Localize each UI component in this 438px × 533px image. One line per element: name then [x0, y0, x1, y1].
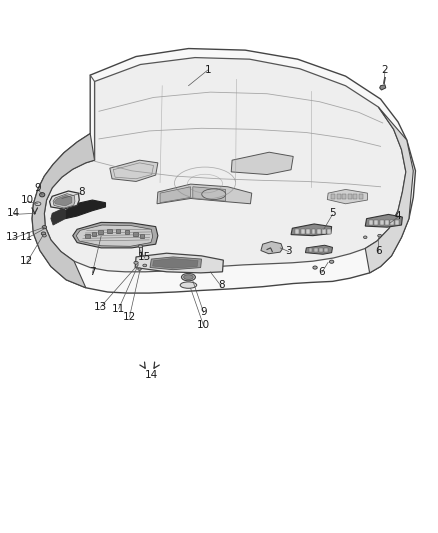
- Bar: [134, 232, 138, 236]
- Text: 1: 1: [205, 65, 212, 75]
- Polygon shape: [380, 85, 386, 90]
- Text: 6: 6: [318, 267, 325, 277]
- Polygon shape: [135, 253, 223, 273]
- Bar: [85, 234, 90, 238]
- Ellipse shape: [184, 274, 193, 279]
- Bar: [342, 194, 346, 199]
- Bar: [322, 229, 326, 234]
- Polygon shape: [150, 257, 201, 270]
- Ellipse shape: [138, 268, 141, 270]
- Bar: [324, 248, 328, 252]
- Polygon shape: [51, 208, 65, 225]
- Polygon shape: [76, 225, 152, 246]
- Text: 14: 14: [145, 370, 158, 381]
- Ellipse shape: [378, 235, 381, 237]
- Bar: [331, 194, 335, 199]
- Ellipse shape: [35, 202, 41, 206]
- Bar: [396, 220, 399, 225]
- Text: 13: 13: [94, 302, 107, 312]
- Bar: [125, 230, 129, 234]
- Text: 7: 7: [89, 267, 95, 277]
- Ellipse shape: [313, 266, 317, 269]
- Polygon shape: [365, 214, 403, 227]
- Ellipse shape: [143, 264, 147, 266]
- Bar: [139, 246, 142, 255]
- Text: 3: 3: [286, 246, 292, 255]
- Text: 10: 10: [197, 320, 210, 330]
- Bar: [390, 220, 394, 225]
- Bar: [348, 194, 352, 199]
- Ellipse shape: [180, 282, 197, 288]
- Polygon shape: [193, 187, 226, 201]
- Polygon shape: [73, 222, 158, 248]
- Text: 12: 12: [123, 312, 136, 322]
- Polygon shape: [65, 200, 106, 219]
- Bar: [327, 229, 331, 234]
- Ellipse shape: [41, 232, 46, 235]
- Polygon shape: [231, 152, 293, 174]
- Bar: [301, 229, 305, 234]
- Ellipse shape: [181, 273, 195, 281]
- Text: 9: 9: [201, 306, 207, 317]
- Text: 10: 10: [20, 195, 33, 205]
- Bar: [99, 230, 103, 234]
- Bar: [295, 229, 299, 234]
- Text: 15: 15: [138, 252, 152, 262]
- Bar: [353, 194, 357, 199]
- Polygon shape: [291, 224, 332, 236]
- Bar: [306, 229, 310, 234]
- Text: 2: 2: [381, 65, 388, 75]
- Polygon shape: [49, 191, 79, 209]
- Text: 6: 6: [375, 246, 381, 255]
- Text: 13: 13: [6, 232, 20, 243]
- Polygon shape: [110, 160, 158, 181]
- Bar: [385, 220, 389, 225]
- Bar: [319, 248, 323, 252]
- Ellipse shape: [39, 192, 45, 197]
- Polygon shape: [32, 134, 95, 288]
- Ellipse shape: [42, 235, 46, 237]
- Text: 11: 11: [112, 304, 125, 314]
- Polygon shape: [365, 107, 413, 273]
- Bar: [314, 248, 318, 252]
- Polygon shape: [54, 195, 72, 206]
- Bar: [92, 232, 96, 236]
- Polygon shape: [152, 259, 198, 268]
- Bar: [116, 229, 120, 233]
- Text: 4: 4: [395, 211, 401, 221]
- Text: 12: 12: [20, 256, 34, 266]
- Text: 8: 8: [218, 280, 225, 290]
- Bar: [107, 229, 112, 233]
- Ellipse shape: [42, 225, 46, 229]
- Polygon shape: [32, 49, 416, 293]
- Ellipse shape: [138, 245, 143, 248]
- Bar: [369, 220, 373, 225]
- Bar: [317, 229, 321, 234]
- Polygon shape: [53, 193, 75, 208]
- Polygon shape: [44, 58, 406, 272]
- Text: 8: 8: [78, 187, 85, 197]
- Text: 9: 9: [35, 183, 41, 193]
- Polygon shape: [160, 187, 191, 203]
- Bar: [359, 194, 363, 199]
- Bar: [140, 234, 145, 238]
- Bar: [337, 194, 341, 199]
- Text: 11: 11: [20, 232, 34, 243]
- Text: 5: 5: [329, 208, 336, 219]
- Polygon shape: [157, 184, 252, 204]
- Polygon shape: [305, 245, 332, 254]
- Ellipse shape: [364, 236, 367, 239]
- Bar: [308, 248, 312, 252]
- Bar: [380, 220, 384, 225]
- Ellipse shape: [134, 261, 138, 264]
- Bar: [374, 220, 378, 225]
- Polygon shape: [261, 241, 283, 254]
- Bar: [311, 229, 315, 234]
- Ellipse shape: [329, 260, 334, 263]
- Polygon shape: [327, 189, 367, 204]
- Text: 14: 14: [7, 208, 21, 219]
- Ellipse shape: [202, 189, 226, 199]
